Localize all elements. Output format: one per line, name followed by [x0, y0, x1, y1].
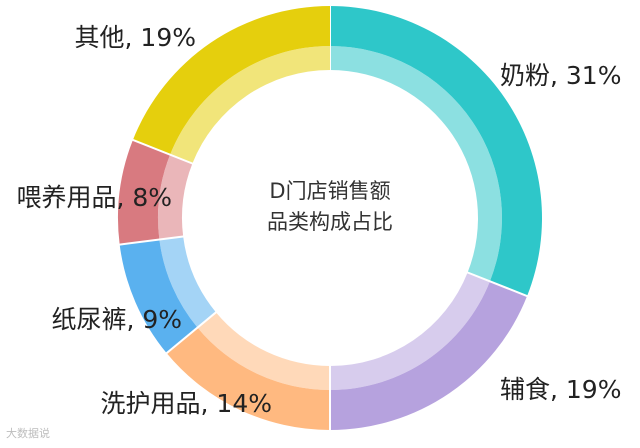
slice-labels: 奶粉, 31% 辅食, 19% 洗护用品, 14% 纸尿裤, 9% 喂养用品, 8% 其他…: [16, 23, 621, 418]
donut-slices: [117, 4, 542, 432]
slice-separator: [117, 235, 186, 246]
slice-4-inner-band: [159, 236, 216, 328]
slice-5: [118, 139, 171, 245]
center-title-line-1: D门店销售额: [269, 179, 390, 203]
slice-separator: [130, 138, 195, 166]
slice-label-1: 奶粉, 31%: [500, 61, 621, 90]
slice-6: [132, 6, 330, 155]
slice-6-inner-band: [170, 46, 330, 164]
slice-1-inner-band: [330, 46, 502, 282]
slice-label-2: 辅食, 19%: [500, 375, 621, 404]
slice-label-6: 其他, 19%: [75, 23, 196, 52]
center-title-line-2: 品类构成占比: [267, 210, 393, 234]
slice-1: [330, 6, 542, 297]
slice-5-inner-band: [158, 154, 193, 240]
slice-label-3: 洗护用品, 14%: [101, 389, 272, 418]
slice-label-4: 纸尿裤, 9%: [51, 305, 182, 334]
slice-separator: [465, 270, 530, 298]
slice-2: [330, 281, 528, 430]
slice-3-inner-band: [197, 312, 330, 390]
slice-2-inner-band: [330, 272, 490, 390]
slice-label-5: 喂养用品, 8%: [16, 183, 172, 212]
watermark: 大数据说: [6, 427, 50, 440]
slice-4: [119, 239, 198, 354]
slice-separator: [164, 310, 219, 356]
slice-3: [166, 327, 330, 430]
